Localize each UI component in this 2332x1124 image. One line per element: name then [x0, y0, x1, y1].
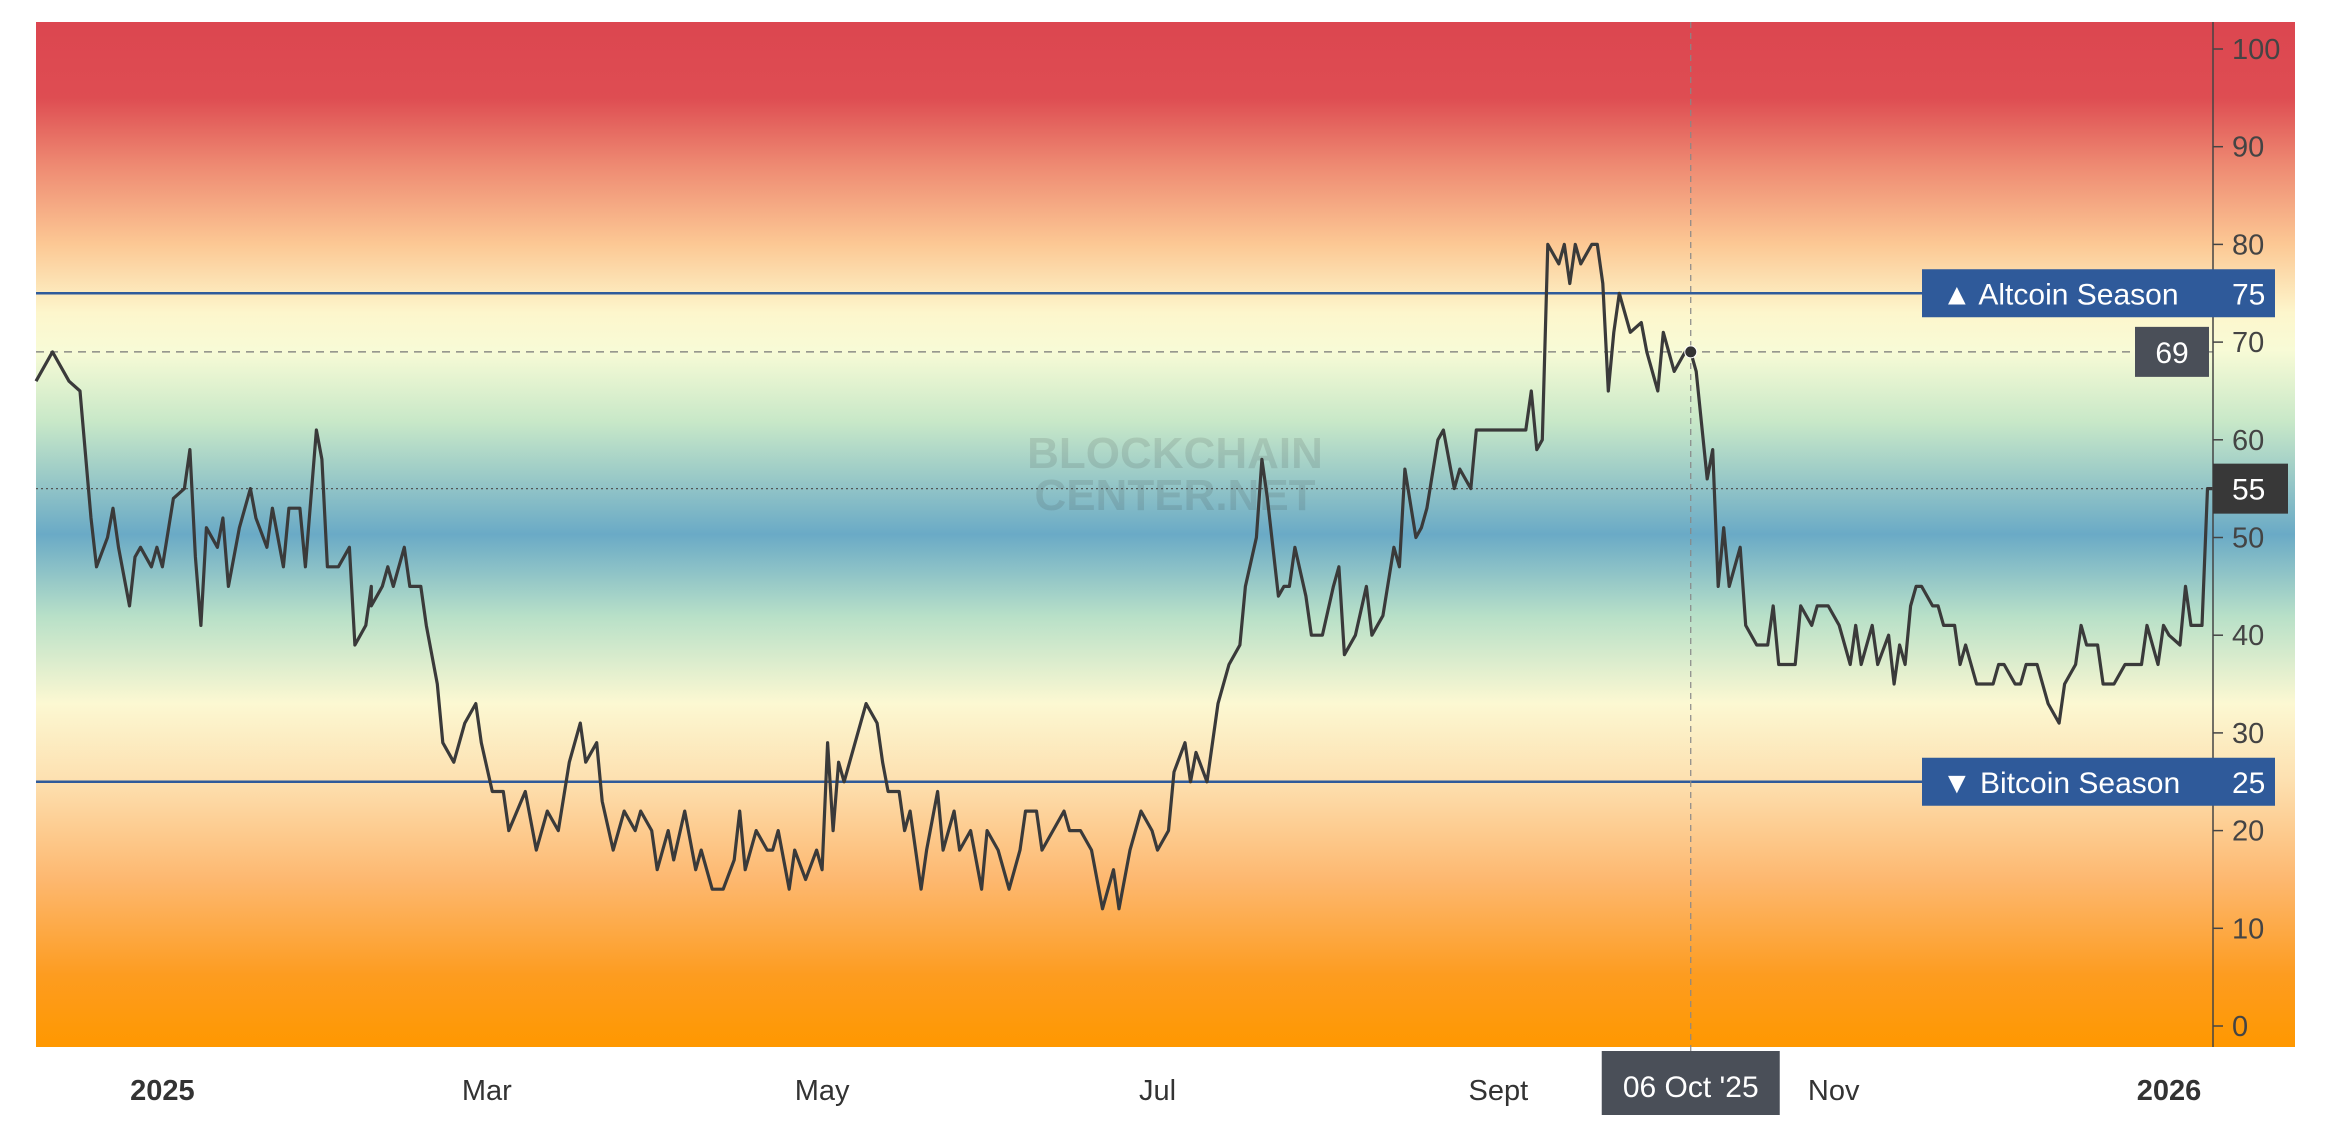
y-tick-label: 80	[2232, 229, 2264, 261]
x-tick-label: Nov	[1808, 1075, 1860, 1107]
y-tick-label: 40	[2232, 620, 2264, 652]
x-tick-label: 2025	[130, 1075, 195, 1107]
series-line	[34, 242, 2213, 911]
crosshair-value-box	[2135, 326, 2209, 377]
y-tick-label: 0	[2232, 1011, 2248, 1043]
x-tick-label: Jul	[1139, 1075, 1176, 1107]
watermark-line-2: CENTER.NET	[1034, 471, 1315, 520]
x-tick-label: 2026	[2137, 1075, 2202, 1107]
x-tick-label: May	[795, 1075, 850, 1107]
watermark: BLOCKCHAIN CENTER.NET	[1027, 429, 1323, 520]
watermark-line-1: BLOCKCHAIN	[1027, 429, 1323, 478]
crosshair-date-label: 06 Oct '25	[1623, 1071, 1759, 1104]
threshold-label: ▼ Bitcoin Season	[1942, 767, 2180, 800]
threshold-value-label: 75	[2232, 278, 2265, 311]
threshold-value-label: 25	[2232, 767, 2265, 800]
y-tick-label: 60	[2232, 425, 2264, 457]
threshold-label: ▲ Altcoin Season	[1942, 278, 2179, 311]
y-tick-label: 70	[2232, 327, 2264, 359]
y-tick-label: 100	[2232, 34, 2280, 66]
last-value-label: 55	[2232, 474, 2265, 507]
crosshair-marker	[1684, 345, 1698, 359]
threshold-label-box	[1922, 269, 2275, 318]
y-tick-label: 50	[2232, 523, 2264, 555]
x-tick-label: Sept	[1468, 1075, 1528, 1107]
y-tick-label: 10	[2232, 913, 2264, 945]
last-value-box	[2213, 463, 2288, 514]
crosshair-value-label: 69	[2155, 337, 2188, 370]
y-tick-label: 90	[2232, 132, 2264, 164]
crosshair-date-box	[1601, 1051, 1780, 1115]
plot-background	[36, 22, 2295, 1047]
threshold-label-box	[1922, 757, 2275, 806]
x-tick-label: Mar	[462, 1075, 512, 1107]
y-tick-label: 30	[2232, 718, 2264, 750]
y-tick-label: 20	[2232, 816, 2264, 848]
